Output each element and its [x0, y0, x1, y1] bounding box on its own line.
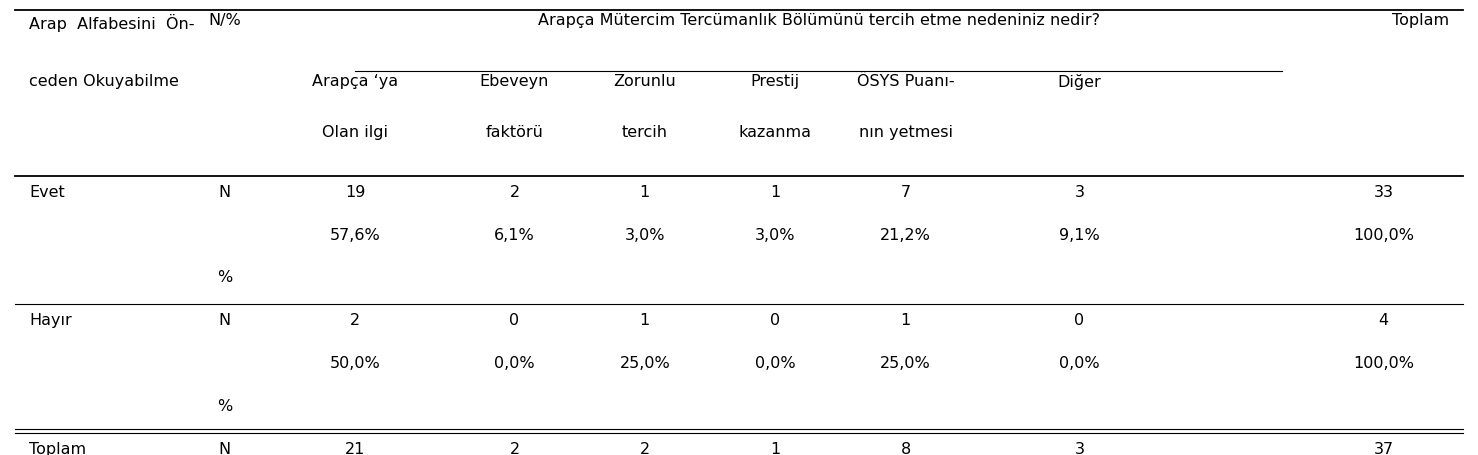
Text: N: N	[219, 313, 231, 328]
Text: nın yetmesi: nın yetmesi	[859, 125, 952, 140]
Text: Toplam: Toplam	[1392, 14, 1448, 28]
Text: 0,0%: 0,0%	[494, 355, 535, 370]
Text: Diğer: Diğer	[1057, 74, 1101, 90]
Text: 0,0%: 0,0%	[1060, 355, 1100, 370]
Text: 0: 0	[510, 313, 520, 328]
Text: 9,1%: 9,1%	[1060, 227, 1100, 242]
Text: Olan ilgi: Olan ilgi	[322, 125, 389, 140]
Text: Arapça Mütercim Tercümanlık Bölümünü tercih etme nedeniniz nedir?: Arapça Mütercim Tercümanlık Bölümünü ter…	[538, 14, 1100, 28]
Text: 1: 1	[900, 313, 910, 328]
Text: 0: 0	[1075, 313, 1085, 328]
Text: 25,0%: 25,0%	[881, 355, 931, 370]
Text: Evet: Evet	[30, 184, 65, 199]
Text: kazanma: kazanma	[739, 125, 811, 140]
Text: 2: 2	[510, 184, 520, 199]
Text: 100,0%: 100,0%	[1352, 355, 1414, 370]
Text: Toplam: Toplam	[30, 441, 86, 455]
Text: Ebeveyn: Ebeveyn	[480, 74, 550, 89]
Text: 57,6%: 57,6%	[330, 227, 380, 242]
Text: 1: 1	[770, 441, 780, 455]
Text: faktörü: faktörü	[486, 125, 544, 140]
Text: Hayır: Hayır	[30, 313, 72, 328]
Text: 6,1%: 6,1%	[494, 227, 535, 242]
Text: tercih: tercih	[622, 125, 668, 140]
Text: %: %	[217, 270, 232, 285]
Text: 21: 21	[344, 441, 365, 455]
Text: 3: 3	[1075, 184, 1085, 199]
Text: 1: 1	[770, 184, 780, 199]
Text: 50,0%: 50,0%	[330, 355, 380, 370]
Text: Arap  Alfabesini  Ön-: Arap Alfabesini Ön-	[30, 14, 195, 31]
Text: 1: 1	[640, 313, 650, 328]
Text: Arapça ‘ya: Arapça ‘ya	[312, 74, 398, 89]
Text: 37: 37	[1373, 441, 1394, 455]
Text: 1: 1	[640, 184, 650, 199]
Text: 25,0%: 25,0%	[619, 355, 670, 370]
Text: 3,0%: 3,0%	[755, 227, 795, 242]
Text: 19: 19	[344, 184, 365, 199]
Text: ÖSYS Puanı-: ÖSYS Puanı-	[857, 74, 955, 89]
Text: 3: 3	[1075, 441, 1085, 455]
Text: 7: 7	[900, 184, 910, 199]
Text: 2: 2	[350, 313, 361, 328]
Text: Prestij: Prestij	[751, 74, 800, 89]
Text: N/%: N/%	[208, 14, 241, 28]
Text: 8: 8	[900, 441, 910, 455]
Text: 21,2%: 21,2%	[879, 227, 931, 242]
Text: 0: 0	[770, 313, 780, 328]
Text: 100,0%: 100,0%	[1352, 227, 1414, 242]
Text: 2: 2	[640, 441, 650, 455]
Text: N: N	[219, 441, 231, 455]
Text: ceden Okuyabilme: ceden Okuyabilme	[30, 74, 179, 89]
Text: 3,0%: 3,0%	[625, 227, 665, 242]
Text: 33: 33	[1373, 184, 1394, 199]
Text: 2: 2	[510, 441, 520, 455]
Text: N: N	[219, 184, 231, 199]
Text: %: %	[217, 398, 232, 413]
Text: Zorunlu: Zorunlu	[613, 74, 677, 89]
Text: 0,0%: 0,0%	[755, 355, 795, 370]
Text: 4: 4	[1379, 313, 1389, 328]
